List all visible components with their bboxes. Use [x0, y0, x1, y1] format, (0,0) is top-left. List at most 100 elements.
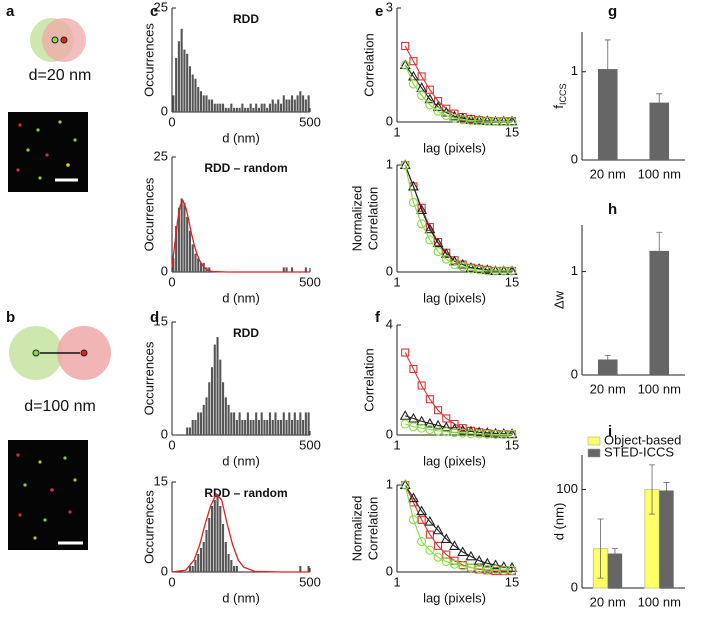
error-bar	[656, 231, 663, 270]
x-tick-label: 15	[505, 124, 519, 139]
fit-line	[171, 199, 310, 273]
marker	[407, 412, 419, 423]
marker	[409, 364, 418, 374]
marker	[465, 425, 477, 436]
x-tick-label: 500	[299, 574, 321, 589]
histogram-bar	[172, 95, 175, 112]
histogram-bar	[213, 103, 216, 112]
marker	[465, 262, 477, 272]
x-axis-label: lag (pixels)	[423, 453, 486, 468]
marker	[409, 57, 418, 66]
chart-title: RDD – random	[204, 486, 287, 500]
marker	[434, 97, 443, 106]
histogram-bar	[183, 49, 186, 112]
marker	[425, 545, 435, 555]
marker	[401, 41, 410, 51]
histogram-bar	[191, 419, 194, 435]
histogram-bar	[191, 244, 194, 272]
fit-line	[171, 492, 310, 573]
bar	[607, 553, 623, 588]
histogram-bar	[227, 107, 230, 112]
histogram-bar	[274, 412, 277, 435]
marker	[507, 565, 517, 575]
marker	[417, 72, 426, 81]
marker	[440, 533, 452, 543]
error-bar	[663, 482, 670, 499]
series-line	[404, 164, 512, 272]
histogram-bar	[288, 412, 291, 435]
y-axis-label: Occurrences	[141, 341, 156, 415]
histogram-bar	[210, 99, 214, 112]
error-bar	[604, 39, 611, 99]
histogram-bar	[205, 397, 208, 435]
histogram-bar	[255, 103, 258, 112]
histogram-bar	[191, 74, 194, 112]
green-dot	[32, 349, 40, 357]
y-tick-label: 0	[386, 113, 393, 128]
y-axis-label: Correlation	[361, 33, 376, 97]
bar	[659, 490, 674, 588]
marker	[425, 223, 434, 232]
histogram-bar	[188, 427, 191, 435]
y-axis-label: Correlation	[365, 497, 380, 561]
error-bar	[611, 548, 618, 559]
histogram-bar	[202, 542, 205, 572]
x-tick-label: 100 nm	[638, 381, 681, 396]
marker	[424, 417, 436, 428]
series-line	[405, 415, 513, 435]
y-axis-label: Normalized	[349, 496, 364, 562]
histogram-bar	[186, 427, 189, 435]
histogram-bar	[230, 103, 233, 112]
histogram-bar	[186, 53, 189, 112]
y-tick-label: 15	[154, 473, 168, 488]
marker	[498, 115, 510, 126]
x-tick-label: 0	[168, 437, 175, 452]
marker	[407, 492, 419, 503]
histogram-bar	[304, 267, 307, 272]
histogram-bar	[252, 419, 255, 435]
marker	[481, 427, 493, 437]
x-tick-label: 0	[168, 114, 175, 129]
histogram-bar	[202, 95, 205, 112]
y-tick-label: 15	[154, 313, 168, 328]
histogram-bar	[282, 412, 285, 435]
series-line	[404, 484, 512, 571]
x-tick-label: 100 nm	[638, 594, 681, 609]
histogram-bar	[291, 419, 294, 435]
x-tick-label: 500	[299, 274, 321, 289]
histogram-bar	[172, 258, 175, 272]
histogram-bar	[263, 419, 266, 435]
marker	[458, 561, 468, 571]
histogram-bar	[235, 419, 238, 435]
y-tick-label: 25	[154, 0, 168, 14]
x-axis-label: lag (pixels)	[423, 140, 486, 155]
histogram-bar	[224, 107, 227, 112]
marker	[457, 112, 469, 123]
histogram-bar	[233, 566, 236, 572]
x-tick-label: 1	[393, 124, 400, 139]
marker	[432, 419, 444, 430]
histogram-bar	[285, 267, 288, 272]
histogram-bar	[194, 78, 197, 112]
marker	[400, 160, 410, 170]
x-tick-label: 1	[393, 437, 400, 452]
marker	[449, 540, 460, 550]
histogram-bar	[183, 203, 186, 272]
y-tick-label: 100	[556, 481, 578, 496]
histogram-bar	[213, 344, 216, 435]
histogram-bar	[180, 198, 183, 272]
y-tick-label: 25	[154, 148, 168, 163]
marker	[400, 60, 410, 70]
red-dot	[80, 349, 88, 357]
histogram-bar	[186, 216, 189, 272]
series-line	[404, 352, 513, 435]
marker	[425, 395, 434, 404]
y-tick-label: 4	[386, 316, 393, 331]
histogram-bar	[199, 548, 203, 572]
histogram-bar	[210, 367, 214, 435]
histogram-bar	[293, 412, 296, 435]
micrograph-spots	[16, 120, 77, 180]
legend-swatch	[587, 448, 601, 458]
histogram-bar	[191, 566, 194, 572]
